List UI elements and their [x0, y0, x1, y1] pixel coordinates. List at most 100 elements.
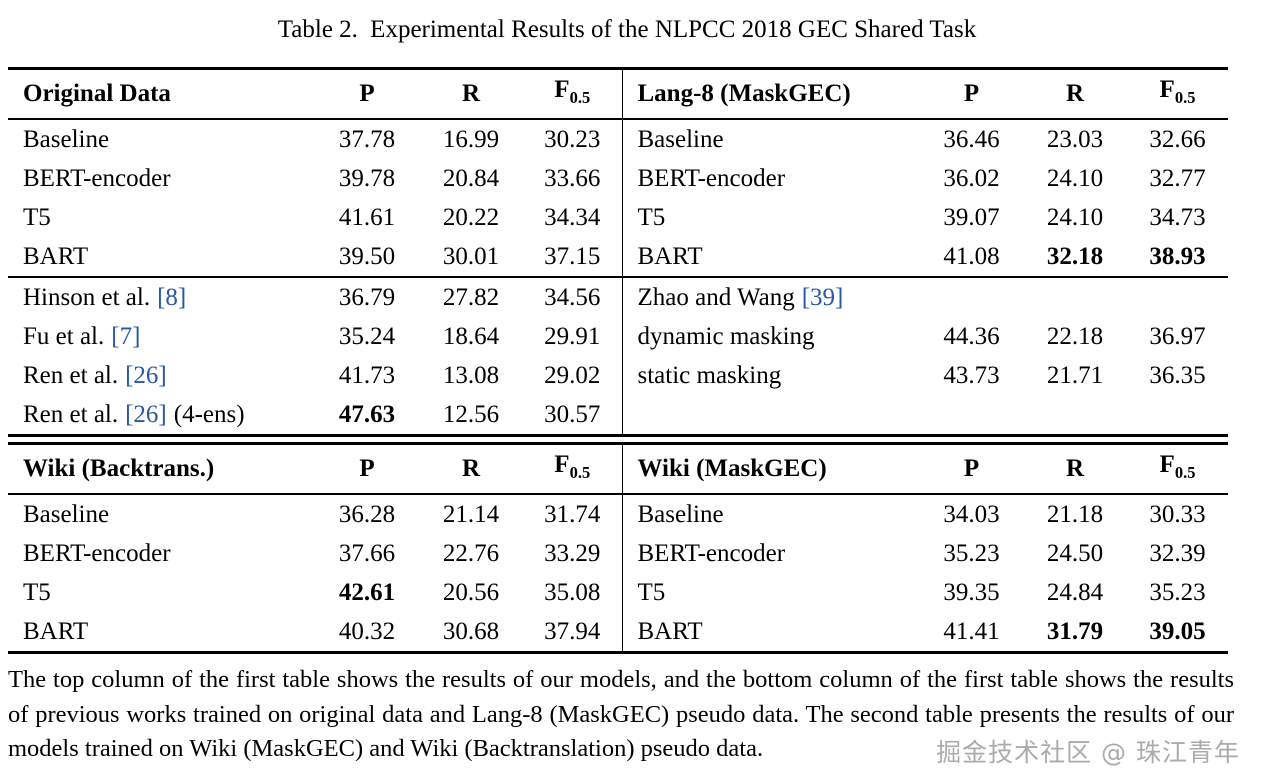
f-measure-subscript: 0.5	[1174, 88, 1196, 107]
model-name: Baseline	[23, 501, 110, 528]
results-table-top: Original Data P R F0.5 Lang-8 (MaskGEC) P R F0.…	[8, 67, 1228, 437]
metric-f-cell: 32.77	[1149, 165, 1206, 192]
citation-link[interactable]: [7]	[111, 323, 141, 350]
header-f05: F0.5	[523, 443, 622, 495]
f-measure-base: F	[1159, 451, 1175, 478]
citation-link[interactable]: [8]	[157, 284, 187, 311]
metric-r-cell: 31.79	[1046, 618, 1104, 645]
model-label-cell: BART	[8, 612, 315, 653]
header-row: Original Data P R F0.5 Lang-8 (MaskGEC) P R F0.…	[8, 68, 1228, 120]
metric-r-cell	[1023, 276, 1127, 317]
metric-r-cell: 22.18	[1046, 323, 1104, 350]
model-name: Hinson et al.	[23, 284, 151, 311]
metric-f-cell: 37.15	[544, 243, 601, 270]
model-label-cell: Ren et al. [26] (4-ens)	[8, 395, 315, 436]
model-label-cell	[621, 395, 920, 436]
citation-link[interactable]: [26]	[125, 362, 167, 389]
metric-f-cell	[1127, 276, 1228, 317]
model-name: Ren et al.	[23, 362, 119, 389]
watermark-text: 掘金技术社区 @ 珠江青年	[936, 738, 1240, 767]
table-row: Fu et al. [7] 35.24 18.64 29.91 dynamic maski…	[8, 317, 1228, 356]
model-label-cell: BERT-encoder	[8, 159, 315, 198]
metric-f-cell: 34.73	[1149, 204, 1206, 231]
metric-f-cell: 32.66	[1149, 126, 1206, 153]
model-name: BERT-encoder	[23, 165, 171, 192]
column-group-title: Wiki (Backtrans.)	[8, 443, 315, 495]
header-f05: F0.5	[1127, 68, 1228, 120]
citation-link[interactable]: [39]	[801, 284, 844, 311]
model-name: BART	[23, 243, 89, 270]
metric-p-cell: 39.78	[338, 165, 396, 192]
table-row: BART 40.32 30.68 37.94 BART 41.41 31.79 39.05	[8, 612, 1228, 653]
model-label-cell: BERT-encoder	[8, 534, 315, 573]
f-measure-base: F	[554, 76, 570, 103]
metric-f-cell: 32.39	[1149, 540, 1206, 567]
metric-p-cell: 36.02	[943, 165, 1000, 192]
table-title: Table 2. Experimental Results of the NLP…	[8, 16, 1246, 44]
metric-p-cell: 41.41	[943, 618, 1000, 645]
metric-p-cell: 35.24	[338, 323, 396, 350]
metric-f-cell: 30.57	[544, 401, 601, 428]
model-label-cell: T5	[621, 198, 920, 237]
metric-p-cell	[920, 395, 1023, 436]
metric-f-cell: 31.74	[544, 501, 601, 528]
metric-p-cell	[920, 276, 1023, 317]
model-name: BERT-encoder	[23, 540, 171, 567]
model-name: T5	[23, 579, 51, 606]
model-label-cell: T5	[8, 573, 315, 612]
header-precision: P	[920, 443, 1023, 495]
metric-f-cell: 37.94	[544, 618, 601, 645]
model-label-cell: Ren et al. [26]	[8, 356, 315, 395]
f-measure-subscript: 0.5	[569, 463, 591, 482]
model-name: BART	[637, 243, 703, 270]
metric-p-cell: 37.78	[338, 126, 396, 153]
model-name: Ren et al.	[23, 401, 119, 428]
metric-r-cell: 24.10	[1046, 165, 1104, 192]
table-row: BART 39.50 30.01 37.15 BART 41.08 32.18 38.93	[8, 237, 1228, 277]
model-name: BART	[637, 618, 703, 645]
model-label-cell: static masking	[621, 356, 920, 395]
metric-r-cell: 20.84	[442, 165, 500, 192]
metric-p-cell: 39.07	[943, 204, 1000, 231]
model-name: T5	[637, 204, 666, 231]
metric-p-cell: 41.08	[943, 243, 1000, 270]
metric-r-cell: 12.56	[442, 401, 500, 428]
table-row: BERT-encoder 37.66 22.76 33.29 BERT-encoder 3…	[8, 534, 1228, 573]
model-label-cell: BERT-encoder	[621, 159, 920, 198]
metric-r-cell: 30.01	[442, 243, 500, 270]
metric-r-cell: 32.18	[1046, 243, 1104, 270]
f-measure-subscript: 0.5	[569, 88, 591, 107]
metric-p-cell: 40.32	[338, 618, 396, 645]
model-label-cell: dynamic masking	[621, 317, 920, 356]
header-precision: P	[315, 68, 419, 120]
header-recall: R	[419, 443, 523, 495]
metric-p-cell: 36.28	[338, 501, 396, 528]
model-name: BERT-encoder	[637, 165, 786, 192]
metric-p-cell: 37.66	[338, 540, 396, 567]
metric-r-cell: 24.50	[1046, 540, 1104, 567]
citation-link[interactable]: [26]	[125, 401, 167, 428]
table-row: T5 42.61 20.56 35.08 T5 39.35 24.84 35.23	[8, 573, 1228, 612]
model-variant: (4-ens)	[173, 401, 245, 428]
header-row: Wiki (Backtrans.) P R F0.5 Wiki (MaskGEC) P R F…	[8, 443, 1228, 495]
header-f05: F0.5	[523, 68, 622, 120]
metric-r-cell	[1023, 395, 1127, 436]
metric-f-cell: 34.34	[544, 204, 601, 231]
f-measure-base: F	[554, 451, 570, 478]
header-recall: R	[419, 68, 523, 120]
metric-r-cell: 13.08	[442, 362, 500, 389]
metric-p-cell: 47.63	[338, 401, 396, 428]
metric-r-cell: 21.14	[442, 501, 500, 528]
metric-r-cell: 24.10	[1046, 204, 1104, 231]
metric-f-cell: 39.05	[1149, 618, 1206, 645]
metric-f-cell: 33.66	[544, 165, 601, 192]
model-name: T5	[637, 579, 666, 606]
metric-f-cell: 35.23	[1149, 579, 1206, 606]
model-name: BART	[23, 618, 89, 645]
metric-p-cell: 35.23	[943, 540, 1000, 567]
metric-r-cell: 16.99	[442, 126, 500, 153]
metric-p-cell: 39.50	[338, 243, 396, 270]
metric-p-cell: 39.35	[943, 579, 1000, 606]
model-label-cell: BART	[621, 612, 920, 653]
metric-r-cell: 18.64	[442, 323, 500, 350]
